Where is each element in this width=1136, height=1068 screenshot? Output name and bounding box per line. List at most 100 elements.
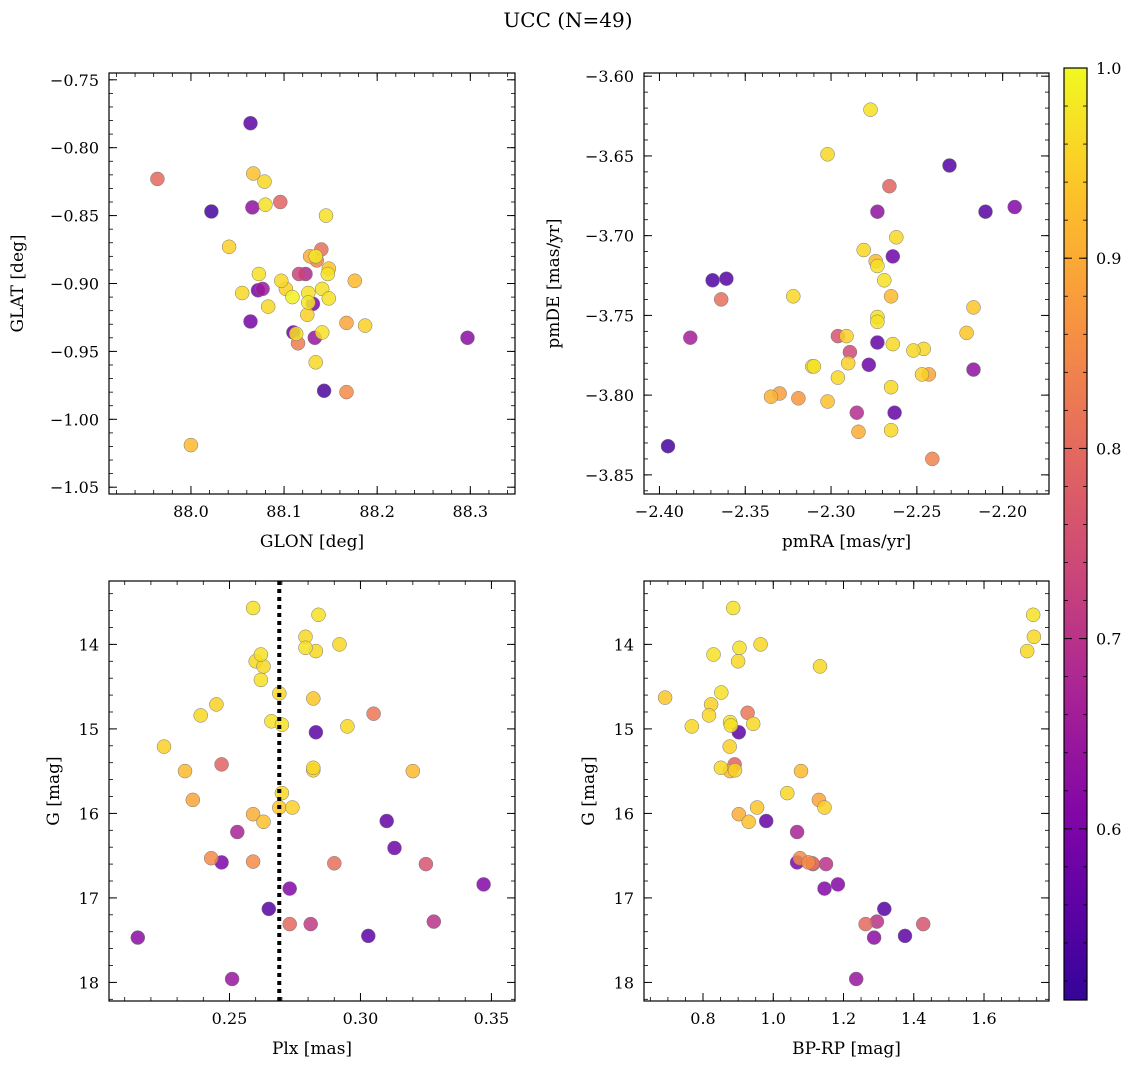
data-point bbox=[906, 343, 921, 358]
markers-cmd bbox=[657, 600, 1042, 987]
plot-frame bbox=[108, 580, 516, 1002]
colorbar-tick-label: 0.9 bbox=[1096, 249, 1121, 268]
data-point bbox=[274, 785, 290, 801]
data-point bbox=[806, 359, 822, 374]
data-point bbox=[723, 718, 739, 733]
data-point bbox=[966, 300, 981, 315]
y-tick-label: −3.70 bbox=[585, 227, 634, 246]
data-point bbox=[840, 355, 856, 371]
data-point bbox=[683, 330, 698, 345]
data-point bbox=[258, 197, 273, 212]
data-point bbox=[308, 249, 323, 264]
y-tick-label: 16 bbox=[79, 804, 99, 823]
x-tick-label: 88.3 bbox=[452, 502, 488, 521]
y-tick-label: −3.60 bbox=[585, 67, 634, 86]
data-point bbox=[245, 854, 261, 869]
data-point bbox=[885, 336, 901, 352]
markers-pm bbox=[660, 102, 1022, 467]
x-tick-label: 1.0 bbox=[761, 1009, 786, 1028]
data-point bbox=[820, 147, 835, 162]
data-point bbox=[130, 930, 146, 945]
x-tick-label: 1.4 bbox=[901, 1009, 926, 1028]
data-point bbox=[253, 672, 269, 688]
x-tick-label: 88.1 bbox=[266, 502, 302, 521]
x-axis-label: GLON [deg] bbox=[260, 532, 364, 552]
panel-sky: 88.0 88.1 88.2 88.3 −1.05 −1.00 −0.95 −0.90 −0.8… bbox=[8, 71, 516, 552]
data-point bbox=[150, 171, 165, 187]
y-tick-label: −3.75 bbox=[585, 306, 634, 325]
colorbar-tick-label: 0.8 bbox=[1096, 439, 1121, 458]
data-point bbox=[340, 719, 355, 734]
data-point bbox=[925, 451, 940, 467]
data-point bbox=[801, 855, 816, 870]
data-point bbox=[882, 178, 897, 194]
figure-title: UCC (N=49) bbox=[503, 8, 633, 32]
data-point bbox=[780, 785, 795, 801]
data-point bbox=[245, 600, 261, 616]
data-point bbox=[858, 916, 873, 932]
data-point bbox=[274, 273, 289, 289]
data-point bbox=[848, 971, 864, 987]
data-point bbox=[339, 384, 354, 400]
x-tick-label: 0.25 bbox=[212, 1009, 248, 1028]
markers-sky bbox=[150, 115, 475, 453]
y-tick-label: −3.85 bbox=[585, 466, 634, 485]
data-point bbox=[379, 813, 394, 829]
data-point bbox=[405, 763, 421, 779]
data-point bbox=[320, 266, 336, 282]
data-point bbox=[887, 405, 902, 420]
y-tick-label: 16 bbox=[614, 804, 634, 823]
data-point bbox=[897, 928, 913, 944]
data-point bbox=[870, 258, 885, 274]
data-point bbox=[291, 266, 307, 282]
y-tick-label: 14 bbox=[614, 635, 634, 654]
x-tick-label: 1.6 bbox=[971, 1009, 996, 1028]
x-tick-label: 0.8 bbox=[690, 1009, 715, 1028]
data-point bbox=[256, 659, 271, 674]
data-point bbox=[234, 285, 250, 301]
colorbar-tick-label: 1.0 bbox=[1096, 59, 1121, 78]
data-point bbox=[306, 760, 321, 776]
data-point bbox=[849, 405, 865, 420]
data-point bbox=[1007, 199, 1022, 215]
data-point bbox=[684, 719, 700, 734]
data-point bbox=[185, 792, 201, 808]
y-tick-label: −0.90 bbox=[50, 275, 99, 294]
y-tick-label: −1.00 bbox=[50, 410, 99, 429]
data-point bbox=[298, 640, 313, 656]
data-point bbox=[851, 424, 866, 440]
data-point bbox=[793, 763, 809, 779]
y-tick-label: 18 bbox=[79, 973, 99, 992]
y-tick-label: 15 bbox=[79, 720, 99, 739]
y-axis-label: G [mag] bbox=[44, 756, 64, 825]
data-point bbox=[366, 706, 381, 721]
y-tick-label: −0.75 bbox=[50, 71, 99, 90]
data-point bbox=[863, 102, 878, 117]
data-point bbox=[915, 916, 931, 932]
data-point bbox=[753, 637, 768, 652]
data-point bbox=[285, 800, 300, 815]
data-point bbox=[285, 289, 300, 305]
data-point bbox=[786, 289, 801, 304]
data-point bbox=[877, 273, 892, 288]
data-point bbox=[230, 824, 245, 840]
data-point bbox=[476, 877, 491, 892]
data-point bbox=[883, 289, 899, 304]
x-tick-label: −2.35 bbox=[721, 502, 770, 521]
data-point bbox=[243, 115, 258, 131]
data-point bbox=[308, 355, 323, 370]
data-point bbox=[657, 690, 673, 705]
x-axis-label: BP-RP [mag] bbox=[792, 1039, 901, 1059]
data-point bbox=[727, 763, 743, 778]
data-point bbox=[273, 194, 288, 210]
data-point bbox=[253, 647, 269, 662]
panel-cmd: 0.8 1.0 1.2 1.4 1.6 14 15 16 17 18 BP-RP [mag] G [m… bbox=[579, 580, 1050, 1059]
data-point bbox=[789, 824, 805, 840]
data-point bbox=[357, 318, 373, 333]
panel-pm: −2.40 −2.35 −2.30 −2.25 −2.20 −3.85 −3.80 −3.75… bbox=[544, 67, 1050, 552]
data-point bbox=[870, 314, 885, 330]
data-point bbox=[261, 901, 277, 917]
x-tick-label: 88.2 bbox=[359, 502, 395, 521]
data-point bbox=[274, 717, 290, 732]
